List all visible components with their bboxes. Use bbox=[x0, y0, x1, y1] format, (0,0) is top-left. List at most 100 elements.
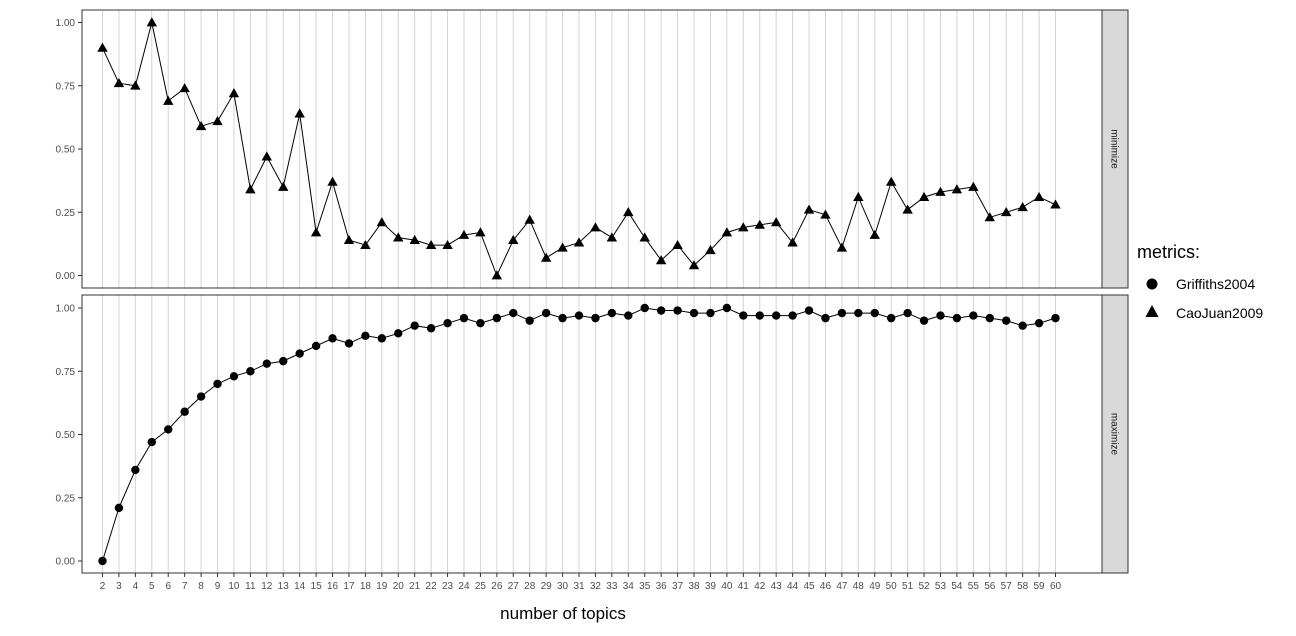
data-point bbox=[163, 95, 174, 105]
data-point bbox=[228, 88, 240, 98]
data-point bbox=[476, 318, 485, 328]
x-tick-label: 37 bbox=[672, 581, 684, 592]
data-point bbox=[952, 313, 962, 323]
data-point bbox=[262, 359, 272, 368]
data-point bbox=[410, 321, 419, 330]
data-point bbox=[640, 303, 649, 313]
data-point bbox=[1033, 191, 1045, 201]
data-point bbox=[524, 214, 535, 224]
data-point bbox=[360, 239, 371, 250]
x-tick-label: 42 bbox=[754, 581, 766, 592]
data-point bbox=[754, 219, 765, 229]
data-point bbox=[179, 83, 190, 93]
data-point bbox=[394, 329, 403, 338]
x-tick-label: 39 bbox=[705, 581, 717, 592]
panel-background bbox=[82, 10, 1102, 288]
data-point bbox=[1017, 201, 1028, 212]
data-point bbox=[557, 242, 568, 252]
x-tick-label: 54 bbox=[951, 581, 963, 592]
legend-title: metrics: bbox=[1137, 242, 1200, 262]
data-point bbox=[770, 217, 782, 227]
x-tick-label: 57 bbox=[1001, 581, 1013, 592]
y-tick-label: 1.00 bbox=[56, 304, 76, 315]
data-point bbox=[509, 308, 518, 318]
x-tick-label: 5 bbox=[149, 581, 155, 592]
data-point bbox=[458, 229, 470, 239]
data-point bbox=[918, 191, 930, 201]
x-tick-label: 11 bbox=[245, 581, 256, 592]
facet-strip-label: maximize bbox=[1109, 413, 1120, 456]
data-point bbox=[146, 17, 157, 27]
x-tick-label: 24 bbox=[458, 581, 470, 592]
data-point bbox=[573, 237, 585, 247]
series-caojuan2009 bbox=[97, 17, 1061, 280]
data-point bbox=[869, 229, 880, 239]
y-tick-label: 0.50 bbox=[56, 430, 76, 441]
data-point bbox=[212, 115, 223, 126]
x-tick-label: 17 bbox=[343, 581, 355, 592]
data-point bbox=[607, 308, 617, 318]
data-point bbox=[443, 318, 452, 328]
x-tick-label: 27 bbox=[508, 581, 520, 592]
data-point bbox=[1002, 316, 1011, 325]
data-point bbox=[327, 176, 338, 186]
data-point bbox=[606, 232, 618, 242]
data-point bbox=[655, 255, 667, 265]
data-point bbox=[853, 191, 864, 201]
x-tick-label: 30 bbox=[557, 581, 569, 592]
data-point bbox=[376, 217, 388, 227]
data-point bbox=[114, 503, 124, 513]
y-tick-label: 0.25 bbox=[56, 208, 76, 219]
x-tick-label: 35 bbox=[639, 581, 651, 592]
data-point bbox=[164, 425, 173, 434]
data-point bbox=[491, 270, 503, 280]
data-point bbox=[409, 234, 420, 244]
data-point bbox=[130, 80, 141, 90]
data-point bbox=[836, 242, 848, 252]
data-point bbox=[541, 308, 551, 318]
facet-strip bbox=[1101, 9, 1129, 289]
data-point bbox=[870, 308, 879, 318]
data-point bbox=[245, 184, 256, 194]
data-point bbox=[902, 204, 913, 214]
data-point bbox=[574, 311, 584, 320]
data-point bbox=[591, 313, 600, 323]
data-point bbox=[821, 313, 830, 323]
x-tick-label: 20 bbox=[393, 581, 405, 592]
x-axis: 2 3 4 5 6 7 8 9 10 11 12 13 14 15 16 17 18 19 20 21 22 23 24 25… bbox=[100, 573, 1061, 592]
x-tick-label: 59 bbox=[1034, 581, 1046, 592]
data-point bbox=[673, 306, 682, 315]
data-point bbox=[393, 232, 404, 242]
legend: metrics: Griffiths2004 CaoJuan2009 bbox=[1137, 242, 1263, 321]
data-point bbox=[739, 311, 748, 320]
legend-marker-caojuan2009 bbox=[1145, 305, 1159, 317]
data-point bbox=[903, 308, 912, 318]
data-point bbox=[722, 303, 732, 313]
x-tick-label: 56 bbox=[984, 581, 996, 592]
y-tick-label: 0.00 bbox=[56, 557, 76, 568]
data-point bbox=[837, 308, 847, 318]
data-point bbox=[278, 181, 289, 191]
data-point bbox=[656, 306, 666, 315]
data-point bbox=[672, 239, 683, 250]
data-point bbox=[328, 334, 337, 343]
data-point bbox=[261, 151, 273, 161]
x-tick-label: 28 bbox=[524, 581, 536, 592]
data-point bbox=[803, 204, 815, 214]
x-tick-label: 44 bbox=[787, 581, 799, 592]
data-point bbox=[425, 239, 437, 250]
data-point bbox=[294, 108, 305, 118]
data-point bbox=[1050, 199, 1061, 209]
data-point bbox=[131, 465, 140, 475]
x-tick-label: 19 bbox=[376, 581, 388, 592]
data-point bbox=[919, 316, 929, 325]
x-tick-label: 38 bbox=[688, 581, 700, 592]
data-point bbox=[195, 121, 207, 131]
x-tick-label: 18 bbox=[360, 581, 372, 592]
data-point bbox=[623, 207, 634, 217]
data-point bbox=[688, 260, 700, 270]
x-tick-label: 2 bbox=[100, 581, 106, 592]
data-point bbox=[295, 349, 304, 358]
x-tick-label: 21 bbox=[409, 581, 421, 592]
x-tick-label: 32 bbox=[590, 581, 602, 592]
